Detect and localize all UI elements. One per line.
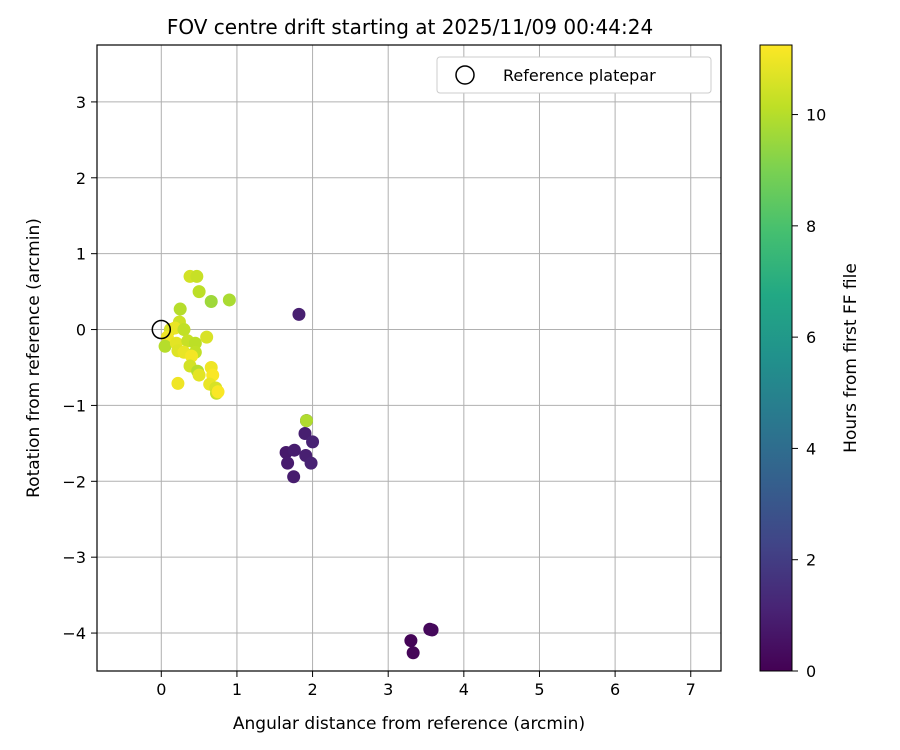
colorbar-tick-label: 10	[806, 106, 826, 125]
y-tick-label: −2	[62, 472, 86, 491]
chart-title: FOV centre drift starting at 2025/11/09 …	[167, 15, 653, 39]
plot-area: 0 1 2 3 4 5 6 7 −4 −3 −2 −1 0 1 2 3	[62, 44, 722, 699]
x-tick-label: 1	[232, 680, 242, 699]
legend-marker-open-circle	[455, 65, 475, 85]
y-tick-label: 1	[76, 245, 86, 264]
x-tick-label: 0	[156, 680, 166, 699]
x-tick-label: 2	[307, 680, 317, 699]
y-tick-label: 0	[76, 321, 86, 340]
y-tick-label: −3	[62, 548, 86, 567]
y-tick-label: 2	[76, 169, 86, 188]
data-point	[211, 385, 225, 399]
data-points	[158, 269, 439, 660]
data-point	[287, 443, 301, 457]
data-point	[158, 339, 172, 353]
data-point	[300, 414, 314, 428]
legend-box	[436, 56, 712, 94]
x-tick-label: 7	[686, 680, 696, 699]
gridlines	[97, 45, 721, 671]
colorbar: 0 2 4 6 8 10 Hours from first FF file	[759, 44, 861, 681]
data-point	[173, 302, 187, 316]
colorbar-label: Hours from first FF file	[841, 263, 861, 453]
data-point	[298, 426, 312, 440]
x-axis-ticks: 0 1 2 3 4 5 6 7	[156, 671, 696, 699]
data-point	[200, 330, 214, 344]
data-point	[177, 323, 191, 337]
y-tick-label: −4	[62, 624, 86, 643]
colorbar-gradient	[759, 44, 793, 672]
data-point	[171, 376, 185, 390]
plot-frame	[96, 44, 722, 672]
data-point	[304, 456, 318, 470]
data-point	[425, 623, 439, 637]
colorbar-tick-label: 8	[806, 217, 816, 236]
data-point	[192, 368, 206, 382]
x-tick-label: 4	[459, 680, 469, 699]
plot-background	[97, 45, 721, 671]
data-point	[406, 646, 420, 660]
y-tick-label: 3	[76, 93, 86, 112]
x-tick-label: 6	[610, 680, 620, 699]
y-axis-ticks: −4 −3 −2 −1 0 1 2 3	[62, 93, 97, 643]
data-point	[185, 349, 199, 363]
y-tick-label: −1	[62, 396, 86, 415]
data-point	[306, 435, 320, 449]
colorbar-tick-label: 0	[806, 662, 816, 681]
data-point	[222, 293, 236, 307]
data-point	[192, 285, 206, 299]
data-point	[204, 294, 218, 308]
colorbar-tick-label: 4	[806, 439, 816, 458]
colorbar-tick-label: 2	[806, 551, 816, 570]
x-axis-label: Angular distance from reference (arcmin)	[233, 714, 585, 734]
data-point	[190, 269, 204, 283]
data-point	[281, 456, 295, 470]
data-point	[292, 307, 306, 321]
y-axis-label: Rotation from reference (arcmin)	[24, 218, 44, 498]
x-tick-label: 5	[534, 680, 544, 699]
data-point	[404, 634, 418, 648]
legend-entry-label: Reference platepar	[503, 66, 656, 85]
data-point	[188, 336, 202, 350]
colorbar-tick-label: 6	[806, 328, 816, 347]
x-tick-label: 3	[383, 680, 393, 699]
colorbar-ticks: 0 2 4 6 8 10	[792, 106, 826, 681]
legend: Reference platepar	[436, 56, 712, 94]
reference-platepar-marker	[151, 319, 172, 340]
data-point	[287, 470, 301, 484]
